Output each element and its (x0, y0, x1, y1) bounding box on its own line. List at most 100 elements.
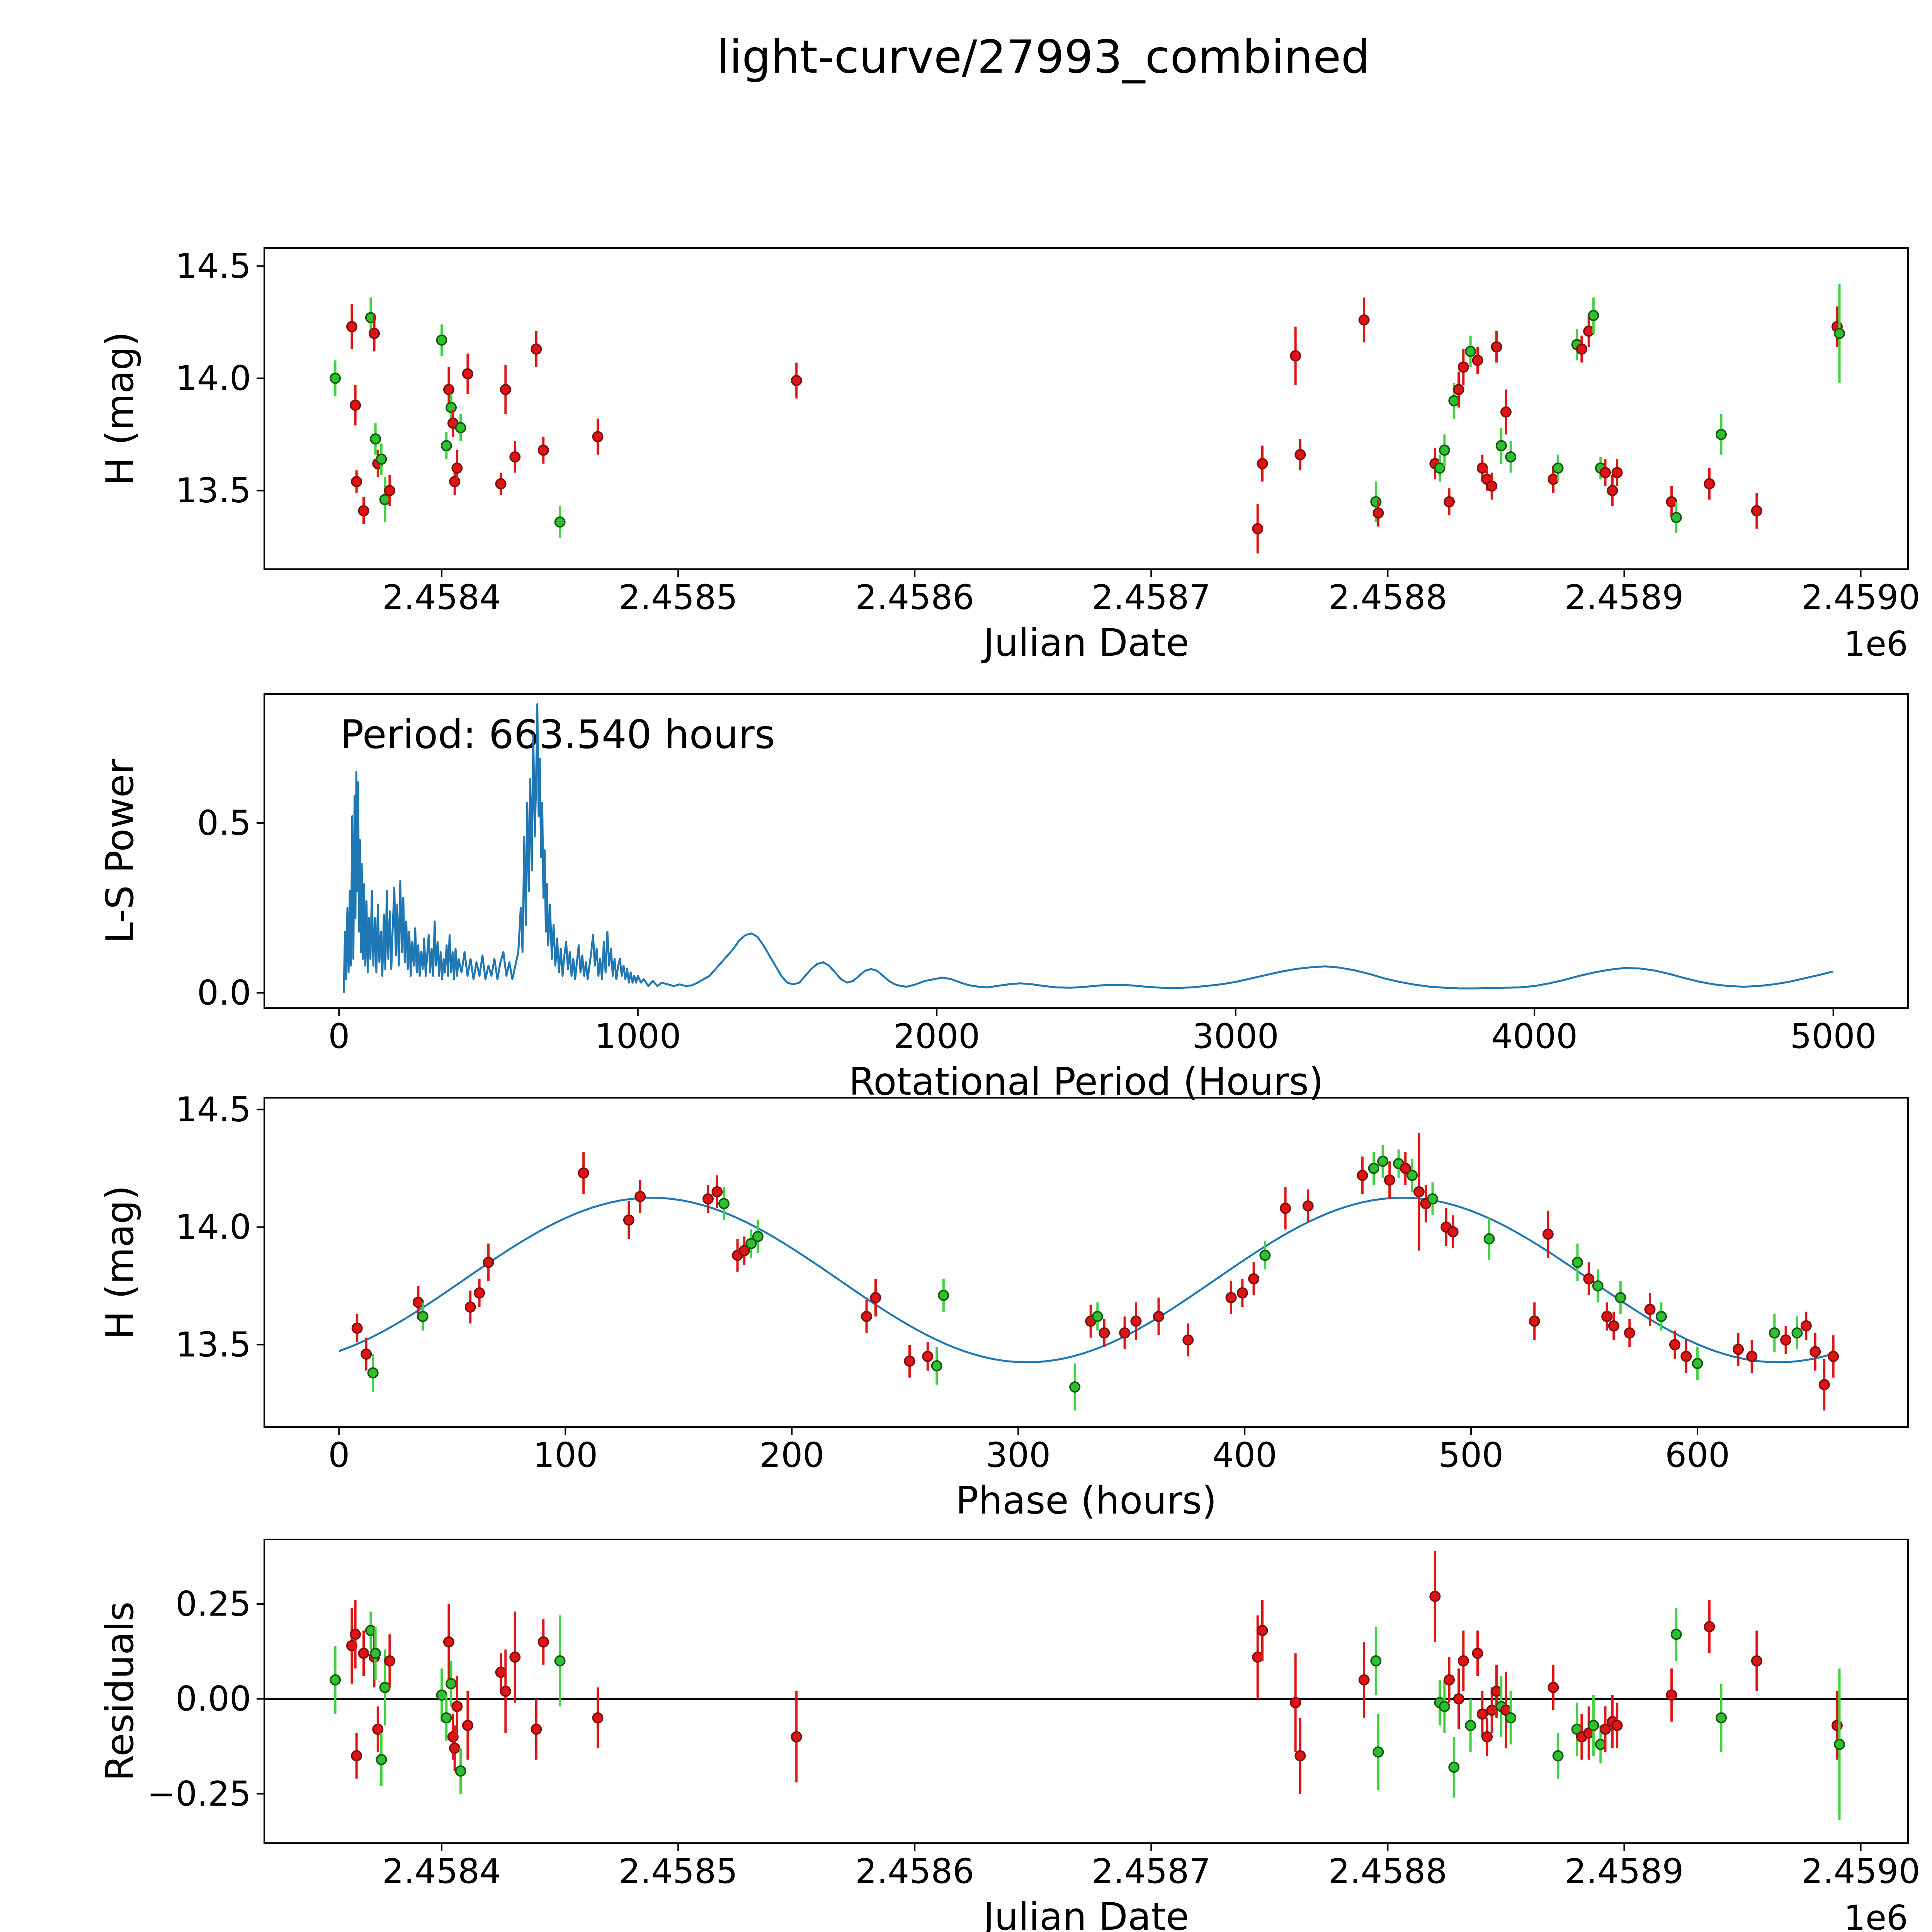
data-point (1780, 1334, 1792, 1346)
data-point (462, 1719, 473, 1731)
data-point (330, 372, 341, 384)
x-tick-label: 4000 (1491, 1017, 1578, 1056)
figure-title: light-curve/27993_combined (716, 30, 1370, 83)
data-point (1377, 1155, 1389, 1167)
data-point (1833, 1739, 1845, 1750)
data-point (554, 1655, 566, 1667)
x-tick-label: 500 (1439, 1435, 1503, 1475)
data-point (376, 453, 387, 465)
data-point (1592, 1280, 1604, 1292)
data-point (436, 1689, 447, 1701)
data-point (1548, 1682, 1559, 1693)
x-axis-offset-label: 1e6 (1844, 1898, 1908, 1932)
data-point (1372, 507, 1384, 519)
data-point (870, 1292, 881, 1303)
data-point (1248, 1273, 1260, 1285)
x-tick-label: 2.4586 (855, 1852, 974, 1891)
data-point (462, 368, 473, 379)
data-point (1615, 1292, 1626, 1303)
data-point (1810, 1346, 1821, 1357)
x-tick-label: 2.4585 (619, 1852, 738, 1891)
data-point (443, 1636, 454, 1648)
data-point (1439, 1701, 1450, 1712)
data-point (1715, 1712, 1727, 1724)
data-point (443, 384, 454, 395)
data-point (1608, 1320, 1619, 1332)
x-tick-label: 2.4588 (1328, 578, 1447, 617)
data-point (1458, 1655, 1469, 1667)
y-tick-label: 14.0 (175, 359, 251, 398)
y-tick-label: 0.00 (175, 1679, 251, 1719)
data-point (745, 1238, 757, 1249)
x-axis-label: Julian Date (981, 621, 1189, 665)
data-point (531, 1723, 542, 1735)
x-tick-label: 2.4587 (1092, 578, 1211, 617)
data-point (1769, 1327, 1780, 1339)
model-curve (338, 1197, 1834, 1364)
data-point (376, 1754, 387, 1765)
data-point (370, 433, 381, 445)
x-axis-offset-label: 1e6 (1844, 624, 1908, 664)
data-point (1670, 512, 1682, 523)
data-point (1448, 1762, 1460, 1773)
data-point (351, 476, 362, 487)
data-point (1607, 485, 1618, 497)
data-point (500, 384, 511, 395)
data-point (1491, 1685, 1502, 1697)
data-point (1500, 406, 1512, 418)
data-point (1368, 1163, 1379, 1174)
data-point (500, 1685, 511, 1697)
y-axis-label: H (mag) (98, 1185, 142, 1339)
data-point (1476, 462, 1488, 474)
data-point (1252, 1651, 1264, 1663)
x-tick-label: 1000 (595, 1017, 681, 1056)
data-point (369, 328, 380, 339)
data-point (1666, 496, 1677, 508)
phased-points (351, 1133, 1839, 1411)
data-point (1099, 1327, 1110, 1339)
x-tick-label: 2.4585 (619, 578, 738, 617)
data-point (367, 1367, 379, 1379)
data-point (1290, 350, 1301, 362)
data-point (1465, 1719, 1476, 1731)
period-annotation: Period: 663.540 hours (340, 712, 775, 758)
data-point (1400, 1163, 1411, 1174)
x-tick-label: 400 (1212, 1435, 1277, 1475)
data-point (1680, 1350, 1692, 1362)
axes-spines (264, 1539, 1909, 1844)
data-point (1434, 462, 1446, 474)
data-point (718, 1198, 730, 1209)
x-tick-label: 5000 (1790, 1017, 1877, 1056)
data-point (1595, 1739, 1606, 1750)
periodogram-line (343, 703, 1834, 993)
data-point (1429, 1590, 1441, 1602)
data-point (1472, 1648, 1483, 1659)
data-point (1505, 451, 1517, 463)
data-point (1751, 1655, 1762, 1667)
jd_mag-points (330, 284, 1845, 554)
data-point (931, 1360, 942, 1372)
data-point (1427, 1193, 1439, 1205)
data-point (474, 1287, 485, 1299)
data-point (1358, 314, 1370, 326)
data-point (1486, 1704, 1498, 1716)
data-point (384, 1655, 395, 1667)
data-point (1257, 1625, 1268, 1636)
data-point (634, 1191, 646, 1202)
data-point (1372, 1746, 1384, 1758)
data-point (922, 1350, 934, 1362)
data-point (1302, 1200, 1314, 1212)
data-point (1548, 474, 1559, 485)
data-point (1486, 480, 1498, 492)
axes-spines (264, 247, 1909, 570)
data-point (1153, 1311, 1165, 1322)
data-point (623, 1214, 634, 1226)
data-point (350, 400, 361, 411)
data-point (578, 1167, 589, 1179)
data-point (1491, 341, 1502, 353)
data-point (1294, 1750, 1306, 1762)
data-point (861, 1311, 872, 1322)
y-tick-label: 14.0 (175, 1207, 251, 1247)
data-point (361, 1348, 372, 1360)
